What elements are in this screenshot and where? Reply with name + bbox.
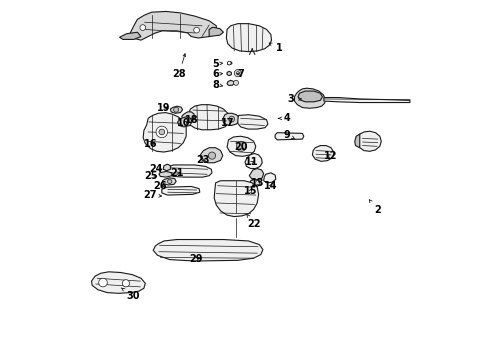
Polygon shape xyxy=(313,145,334,161)
Polygon shape xyxy=(226,24,271,51)
Text: 20: 20 xyxy=(234,142,247,152)
Polygon shape xyxy=(120,32,141,40)
Circle shape xyxy=(156,126,168,138)
Text: 12: 12 xyxy=(323,151,337,161)
Circle shape xyxy=(227,61,231,65)
Polygon shape xyxy=(143,113,186,152)
Circle shape xyxy=(159,129,165,135)
Polygon shape xyxy=(92,272,146,293)
Text: 16: 16 xyxy=(144,139,158,149)
Polygon shape xyxy=(238,115,268,129)
Polygon shape xyxy=(182,112,194,121)
Text: 11: 11 xyxy=(245,157,259,167)
Text: 18: 18 xyxy=(185,115,199,125)
Polygon shape xyxy=(294,88,325,108)
Text: 19: 19 xyxy=(156,103,170,113)
Polygon shape xyxy=(223,113,239,126)
Polygon shape xyxy=(200,148,223,163)
Circle shape xyxy=(122,280,129,287)
Polygon shape xyxy=(227,71,231,76)
Polygon shape xyxy=(177,117,192,127)
Text: 27: 27 xyxy=(144,190,162,200)
Text: 22: 22 xyxy=(246,214,260,229)
Text: 6: 6 xyxy=(212,69,222,79)
Text: 15: 15 xyxy=(244,186,257,196)
Text: 7: 7 xyxy=(237,69,244,79)
Text: 2: 2 xyxy=(369,200,381,216)
Polygon shape xyxy=(324,98,410,103)
Polygon shape xyxy=(209,27,223,37)
Polygon shape xyxy=(163,178,176,185)
Circle shape xyxy=(229,116,235,122)
Text: 5: 5 xyxy=(212,59,222,69)
Polygon shape xyxy=(355,134,360,148)
Circle shape xyxy=(194,27,199,33)
Polygon shape xyxy=(214,181,259,217)
Polygon shape xyxy=(162,186,200,195)
Text: 28: 28 xyxy=(172,54,186,79)
Polygon shape xyxy=(264,173,276,183)
Circle shape xyxy=(98,278,107,287)
Text: 21: 21 xyxy=(170,168,184,178)
Circle shape xyxy=(140,25,146,31)
Circle shape xyxy=(234,80,239,85)
Text: 24: 24 xyxy=(149,163,163,174)
Text: 3: 3 xyxy=(288,94,301,104)
Circle shape xyxy=(234,69,242,77)
Polygon shape xyxy=(188,105,229,130)
Polygon shape xyxy=(227,136,256,156)
Circle shape xyxy=(168,179,172,184)
Polygon shape xyxy=(245,153,262,168)
Polygon shape xyxy=(358,131,381,151)
Text: 8: 8 xyxy=(212,80,222,90)
Polygon shape xyxy=(248,179,260,187)
Text: 25: 25 xyxy=(144,171,158,181)
Circle shape xyxy=(236,141,246,151)
Text: 23: 23 xyxy=(196,155,209,165)
Circle shape xyxy=(236,72,239,75)
Polygon shape xyxy=(298,91,322,102)
Polygon shape xyxy=(163,164,171,171)
Text: 4: 4 xyxy=(278,113,291,123)
Polygon shape xyxy=(130,12,216,40)
Circle shape xyxy=(173,107,179,112)
Text: 30: 30 xyxy=(122,288,140,301)
Polygon shape xyxy=(249,168,264,180)
Text: 29: 29 xyxy=(189,254,202,264)
Polygon shape xyxy=(159,171,172,177)
Text: 17: 17 xyxy=(221,118,235,128)
Polygon shape xyxy=(227,80,234,85)
Text: 14: 14 xyxy=(264,181,277,191)
Text: 9: 9 xyxy=(284,130,294,140)
Text: 26: 26 xyxy=(153,181,167,191)
Text: 10: 10 xyxy=(177,118,191,128)
Polygon shape xyxy=(171,106,183,113)
Polygon shape xyxy=(166,165,212,177)
Text: 13: 13 xyxy=(250,177,264,188)
Polygon shape xyxy=(228,62,232,64)
Circle shape xyxy=(208,152,216,159)
Text: 1: 1 xyxy=(269,43,282,53)
Polygon shape xyxy=(275,133,304,140)
Polygon shape xyxy=(153,239,263,261)
